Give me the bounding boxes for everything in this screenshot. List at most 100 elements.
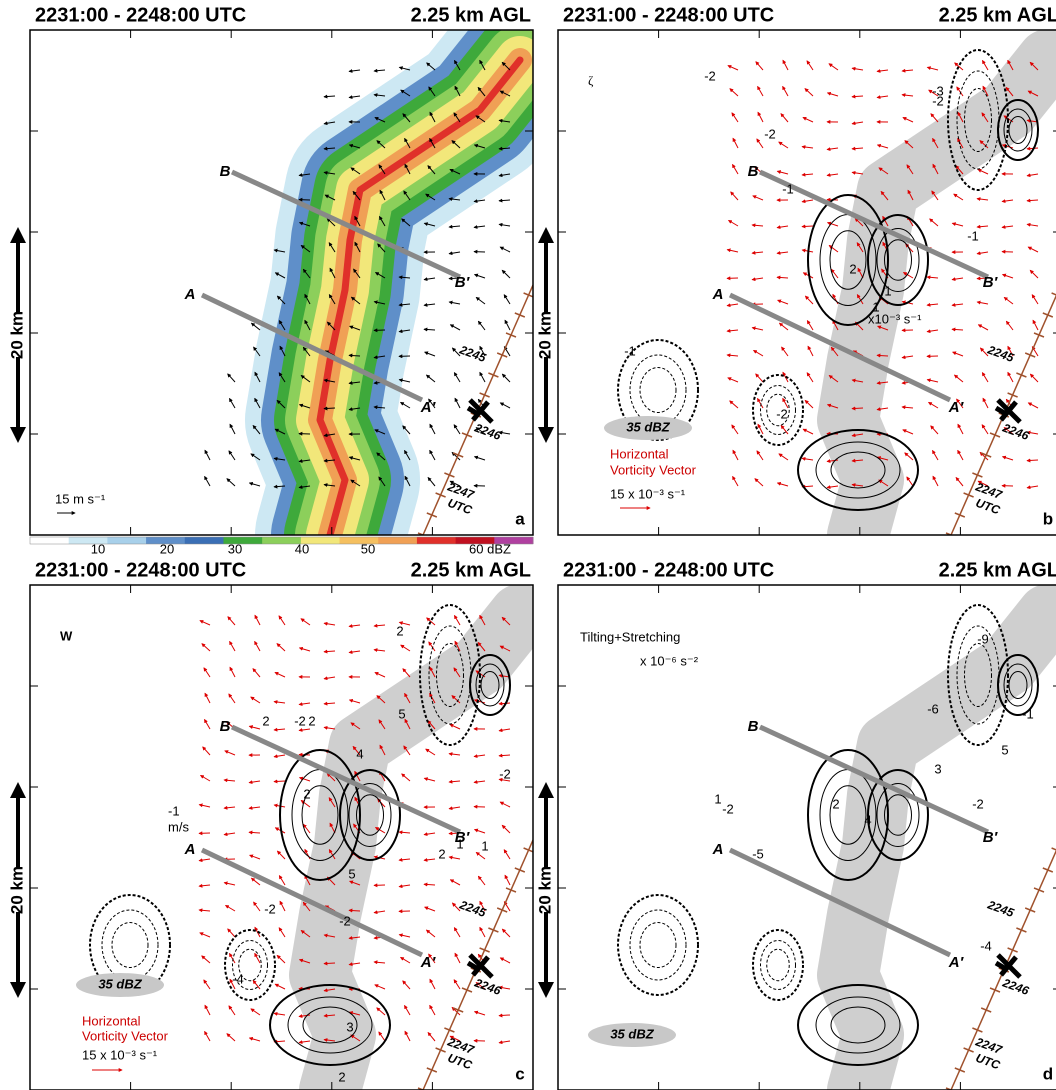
vector [429,692,436,704]
section-label: A [184,841,196,858]
vector [780,424,789,435]
contour [807,749,889,881]
contour [766,948,790,982]
vector [204,1030,211,1042]
track-tick [1051,847,1056,851]
vector [801,224,814,229]
vector [403,190,411,201]
vector [876,407,889,412]
vector [223,778,236,783]
colorbar-label: 50 [361,541,375,556]
vector [776,275,789,280]
contour [269,984,391,1066]
vector [1001,225,1014,229]
vector [778,141,789,149]
vector [273,700,286,705]
vector [304,319,311,331]
vector [901,405,914,410]
contour [884,239,912,281]
vector [323,649,336,654]
vector [373,623,386,628]
vector [732,163,739,175]
vector [501,269,511,279]
vector [276,295,286,305]
vector [807,345,814,357]
vector [454,85,461,97]
vector [354,215,361,227]
vector [404,449,411,461]
vector [354,241,361,253]
contour-label: -4 [980,938,992,953]
vector [276,850,286,860]
colorbar-segment [223,537,263,544]
vector [801,172,814,177]
contour [279,749,361,881]
vector [931,190,939,201]
colorbar-frame [29,536,534,545]
vector [228,693,236,704]
vector [323,1013,336,1018]
vector [323,170,336,175]
vector [298,646,311,652]
vector [498,173,511,178]
aircraft [466,398,494,424]
vector [901,93,914,98]
annotation: 15 m s⁻¹ [55,491,106,506]
vector [454,640,461,652]
contour [419,604,481,746]
vector [926,378,939,383]
track-tick [1016,927,1027,933]
plot-area [617,585,1056,1090]
vector [423,222,436,227]
vector [273,1011,286,1016]
cross-section [758,169,990,280]
vector [348,95,361,100]
vector [250,453,261,461]
track-tick [963,492,974,498]
vector [223,805,236,810]
vector [398,302,411,307]
track-tick [461,987,473,993]
track-tick [488,927,499,933]
vector [428,953,436,964]
contour [436,643,464,707]
vector [254,926,261,938]
vector [248,830,261,835]
section-label: A′ [948,399,965,416]
contour-label: 5 [398,706,405,721]
track-tick [1007,947,1018,953]
vector [477,320,486,331]
section-label: A′ [420,399,437,416]
header-level: 2.25 km AGL [939,4,1056,26]
annotation: 15 x 10⁻³ s⁻¹ [82,1047,158,1062]
vector [907,189,914,201]
vector [273,779,286,784]
contour-label: 5 [1001,742,1008,757]
vector [223,881,236,886]
scale-label: 20 km [7,866,26,914]
vector [202,746,211,756]
vector [426,62,436,71]
vector [878,167,889,175]
vector [374,826,386,834]
vector [955,165,964,175]
vector [475,851,486,860]
vector [498,985,511,990]
vector [248,1036,261,1042]
vector [876,380,889,385]
vector [349,880,361,886]
track-tick [1007,392,1018,398]
vector [404,137,411,149]
vector [951,222,964,227]
vector [373,355,386,360]
track-tick [452,1007,464,1013]
colorbar-segment [262,537,302,544]
vector [304,293,311,305]
track-tick [523,292,533,298]
aircraft [466,953,494,979]
track-tick [1033,887,1045,893]
vector [1001,143,1014,149]
vector [806,320,814,331]
vector [348,353,361,358]
vector [856,294,864,305]
